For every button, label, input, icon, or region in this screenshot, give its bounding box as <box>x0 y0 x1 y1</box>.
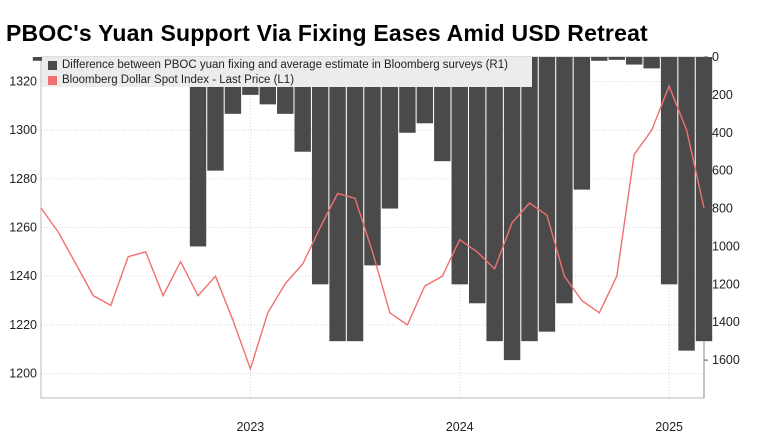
x-tick-label: 2023 <box>236 420 264 434</box>
fixing-bar <box>660 57 678 285</box>
fixing-bar <box>521 57 538 342</box>
legend-item-dollar: Bloomberg Dollar Spot Index - Last Price… <box>42 73 532 87</box>
x-tick-label: 2024 <box>446 420 474 434</box>
y-left-tick-label: 1200 <box>9 367 37 381</box>
legend-item-fixing: Difference between PBOC yuan fixing and … <box>42 58 532 72</box>
fixing-bar <box>608 57 625 60</box>
legend-swatch-fixing <box>48 60 57 70</box>
x-tick-label: 2025 <box>655 420 683 434</box>
y-right-tick-label: 1200 <box>712 277 740 291</box>
fixing-bar <box>643 57 660 69</box>
y-right-tick-label: 1400 <box>712 315 740 329</box>
fixing-bar <box>468 57 486 304</box>
legend-swatch-dollar <box>48 75 57 85</box>
legend-label-fixing: Difference between PBOC yuan fixing and … <box>62 59 508 71</box>
fixing-bar <box>538 57 556 332</box>
fixing-bar <box>591 57 608 61</box>
fixing-bar <box>311 57 329 285</box>
fixing-bar <box>556 57 573 304</box>
chart-title: PBOC's Yuan Support Via Fixing Eases Ami… <box>6 20 648 46</box>
fixing-bar <box>329 57 346 342</box>
dollar-index-line <box>40 84 705 372</box>
y-left-tick-label: 1300 <box>9 123 37 137</box>
fixing-bar <box>486 57 503 342</box>
fixing-bar <box>364 57 381 266</box>
y-left-tick-label: 1240 <box>9 269 37 283</box>
y-right-tick-label: 1000 <box>712 239 740 253</box>
fixing-bar <box>678 57 695 351</box>
y-left-tick-label: 1320 <box>9 74 37 88</box>
y-left-tick-label: 1260 <box>9 221 37 235</box>
legend: Difference between PBOC yuan fixing and … <box>42 57 532 87</box>
fixing-bar <box>451 57 468 285</box>
y-right-tick-label: 800 <box>712 202 733 216</box>
fixing-bar <box>695 57 713 342</box>
fixing-bar <box>189 57 207 247</box>
fixing-bar <box>381 57 399 209</box>
legend-label-dollar: Bloomberg Dollar Spot Index - Last Price… <box>62 74 295 86</box>
y-right-tick-label: 400 <box>712 126 733 140</box>
y-right-tick-label: 200 <box>712 88 733 102</box>
fixing-bar <box>503 57 521 361</box>
fixing-bar <box>626 57 643 65</box>
fixing-bar <box>32 57 50 61</box>
y-right-tick-label: 1600 <box>712 353 740 367</box>
y-left-tick-label: 1220 <box>9 318 37 332</box>
fixing-bar <box>573 57 591 190</box>
y-right-tick-label: 0 <box>712 50 719 64</box>
y-left-tick-label: 1280 <box>9 172 37 186</box>
y-right-tick-label: 600 <box>712 164 733 178</box>
